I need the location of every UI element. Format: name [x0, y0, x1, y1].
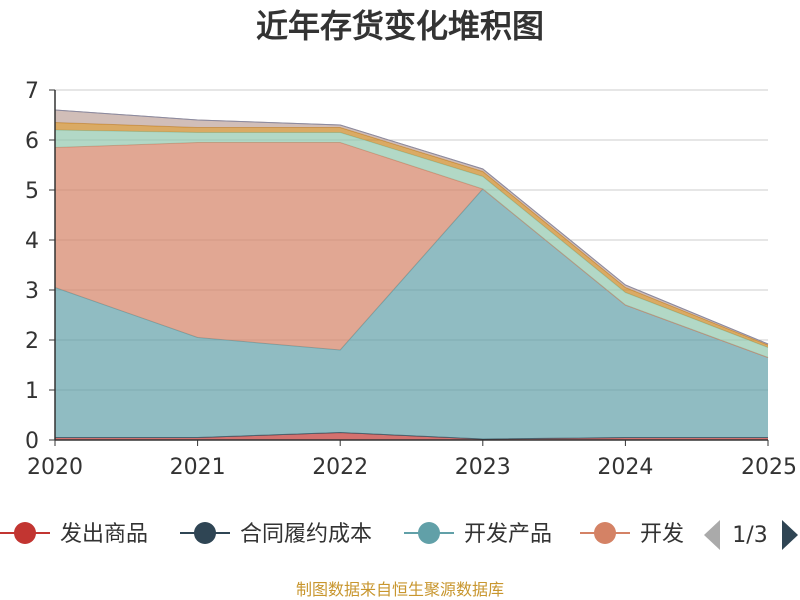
x-tick-label: 2024: [597, 455, 653, 480]
stacked-areas: [54, 109, 769, 440]
legend-marker: [194, 522, 216, 544]
y-tick-label: 5: [25, 179, 39, 204]
legend-item[interactable]: 开发: [580, 522, 684, 547]
legend-label: 开发产品: [464, 522, 552, 547]
area-series-2: [55, 189, 768, 439]
y-tick-label: 2: [25, 329, 39, 354]
stack-top-line: [54, 109, 769, 345]
legend-marker: [14, 522, 36, 544]
legend-pager: 1/3: [704, 520, 798, 550]
legend-prev-icon[interactable]: [704, 520, 720, 550]
legend-next-icon[interactable]: [782, 520, 798, 550]
y-tick-label: 1: [25, 379, 39, 404]
legend: 发出商品 合同履约成本 开发产品 开发: [0, 522, 684, 547]
legend-item[interactable]: 开发产品: [404, 522, 552, 547]
x-tick-label: 2023: [455, 455, 511, 480]
legend-items: 发出商品 合同履约成本 开发产品 开发: [0, 522, 684, 547]
x-tick-label: 2021: [170, 455, 226, 480]
y-tick-label: 6: [25, 129, 39, 154]
x-tick-label: 2020: [27, 455, 83, 480]
chart-title: 近年存货变化堆积图: [256, 7, 544, 45]
x-tick-label: 2022: [312, 455, 368, 480]
legend-item[interactable]: 合同履约成本: [180, 522, 372, 547]
legend-label: 合同履约成本: [240, 522, 372, 547]
y-tick-label: 4: [25, 229, 39, 254]
y-tick-label: 0: [25, 429, 39, 454]
legend-marker: [418, 522, 440, 544]
area-series-3: [55, 142, 768, 358]
legend-label: 发出商品: [60, 522, 148, 547]
legend-marker: [594, 522, 616, 544]
axes: 0 1 2 3 4 5 6 7 2020 2021 2022 2023 2024 2025: [25, 79, 797, 480]
y-tick-label: 3: [25, 279, 39, 304]
legend-page-indicator: 1/3: [732, 523, 767, 548]
y-tick-label: 7: [25, 79, 39, 104]
legend-item[interactable]: 发出商品: [0, 522, 148, 547]
legend-label: 开发: [640, 522, 684, 547]
x-tick-label: 2025: [741, 455, 797, 480]
source-note: 制图数据来自恒生聚源数据库: [296, 580, 504, 599]
